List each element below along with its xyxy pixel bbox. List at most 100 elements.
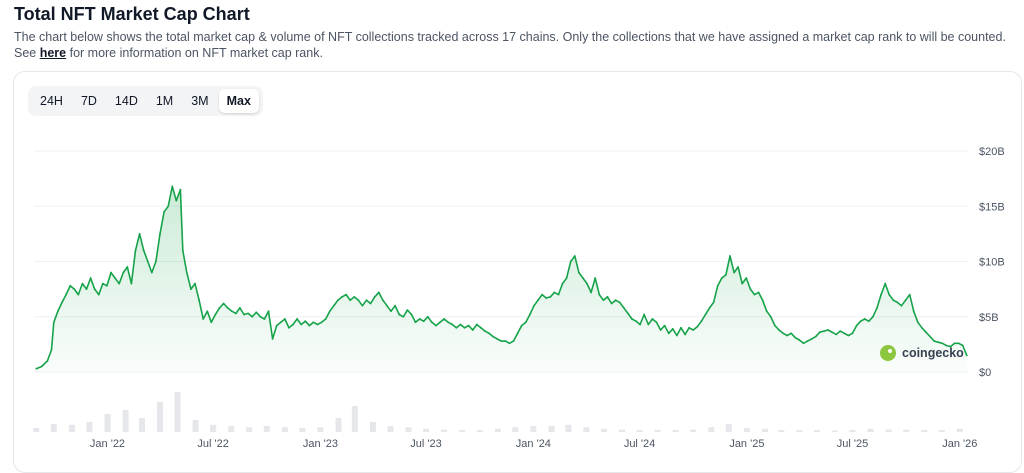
tab-24h[interactable]: 24H [40, 94, 63, 108]
data-point [185, 271, 188, 274]
data-point [390, 310, 392, 313]
data-point [110, 271, 112, 274]
data-point [234, 312, 237, 315]
volume-bar [512, 427, 519, 432]
volume-bar [831, 430, 838, 432]
data-point [418, 318, 421, 320]
data-point [867, 320, 870, 323]
data-point [577, 271, 580, 274]
data-point [753, 293, 756, 296]
data-point [292, 323, 294, 326]
data-point [484, 330, 486, 333]
market-cap-chart[interactable]: $20B $15B $10B $5B $0 Jan '22 Jul '22 Jan '23 Ju… [0, 0, 1024, 459]
x-tick-label: Jan '24 [516, 438, 551, 450]
data-point [945, 344, 948, 347]
data-point [528, 313, 531, 316]
data-point [101, 282, 104, 285]
data-point [455, 326, 458, 329]
data-point [712, 301, 715, 304]
data-point [802, 342, 805, 345]
volume-bar [921, 430, 928, 432]
volume-bar [636, 430, 643, 432]
data-point [831, 331, 833, 334]
data-point [904, 299, 907, 302]
data-point [163, 210, 165, 213]
data-point [475, 323, 478, 326]
data-point [900, 304, 903, 307]
data-point [602, 299, 605, 302]
data-point [582, 277, 584, 279]
data-point [541, 293, 544, 296]
y-tick-label: $20B [979, 146, 1005, 158]
data-point [406, 309, 409, 312]
data-point [921, 326, 923, 329]
tab-7d[interactable]: 7D [80, 94, 97, 108]
rank-info-link[interactable]: here [39, 46, 67, 60]
data-point [745, 277, 748, 279]
data-point [949, 345, 952, 348]
data-point [259, 315, 262, 318]
data-point [467, 324, 470, 327]
tab-3m[interactable]: 3M [191, 94, 209, 108]
page-title: Total NFT Market Cap Chart [14, 4, 250, 24]
volume-bar [369, 422, 376, 432]
tab-14d[interactable]: 14D [114, 94, 138, 108]
x-tick-label: Jan '26 [942, 438, 977, 450]
data-point [655, 321, 658, 324]
volume-bar [299, 428, 306, 432]
volume-bar [317, 427, 324, 432]
data-point [659, 329, 662, 331]
data-point [769, 315, 772, 318]
data-point [806, 340, 809, 342]
data-point [643, 313, 646, 316]
data-point [847, 334, 850, 337]
y-tick-label: $10B [979, 257, 1005, 269]
volume-bar [956, 428, 963, 432]
data-point [324, 318, 327, 320]
data-point [430, 321, 433, 324]
volume-bar [849, 430, 856, 432]
volume-bar [530, 426, 537, 432]
volume-bar [548, 426, 555, 432]
data-point [700, 320, 703, 323]
volume-bar [122, 410, 129, 432]
volume-bar [885, 429, 892, 432]
data-point [692, 329, 695, 331]
data-point [569, 260, 572, 263]
data-point [210, 321, 213, 324]
volume-bar [192, 420, 199, 432]
volume-bar [86, 422, 93, 432]
data-point [863, 318, 866, 320]
data-point [929, 335, 931, 338]
data-point [794, 336, 797, 339]
data-point [369, 302, 372, 305]
x-tick-label: Jan '22 [90, 438, 125, 450]
volume-bar [619, 429, 626, 432]
data-point [818, 331, 821, 334]
data-point [206, 310, 209, 313]
y-tick-label: $15B [979, 201, 1005, 213]
data-point [398, 313, 401, 316]
data-point [288, 326, 290, 329]
data-point [271, 337, 274, 340]
data-point [488, 332, 490, 335]
market-cap-area [36, 186, 967, 372]
data-point [737, 266, 740, 268]
volume-bar [708, 427, 715, 432]
tab-max[interactable]: Max [218, 89, 259, 113]
data-point [720, 277, 723, 279]
data-point [459, 323, 462, 326]
data-point [606, 295, 609, 298]
data-point [733, 271, 735, 274]
data-point [341, 295, 343, 298]
volume-bar [351, 406, 358, 432]
data-point [884, 282, 887, 285]
data-point [594, 277, 597, 279]
data-point [106, 284, 108, 287]
tab-1m[interactable]: 1M [155, 94, 174, 108]
data-point [214, 313, 217, 316]
data-point [778, 329, 780, 331]
data-point [345, 293, 348, 296]
data-point [126, 266, 129, 268]
volume-bar [938, 430, 945, 432]
